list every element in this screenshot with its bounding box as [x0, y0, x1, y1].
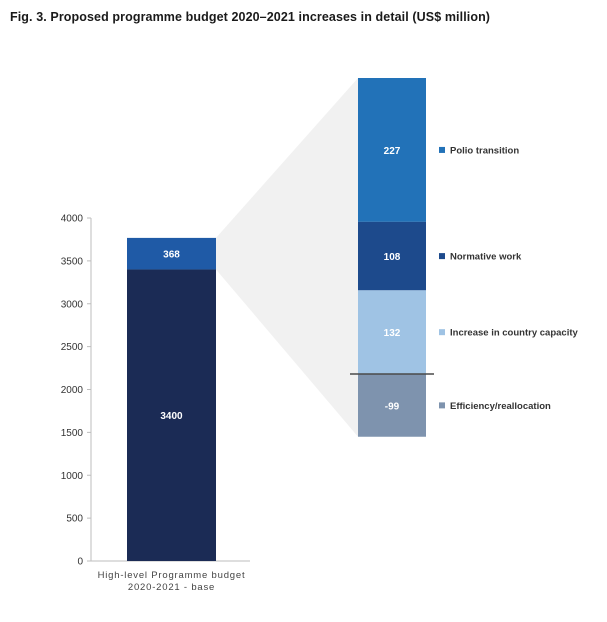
chart-title: Fig. 3. Proposed programme budget 2020–2…	[10, 10, 491, 24]
main-bar-segment	[127, 237, 216, 270]
main-bar-data-label: 368	[163, 250, 180, 261]
breakdown-segment	[358, 374, 426, 437]
legend-entry: Increase in country capacity	[450, 328, 578, 339]
breakdown-data-label: 132	[384, 328, 401, 339]
legend-swatch	[439, 146, 445, 153]
y-axis: 0 500 1000 1500 2000 2500 3000 3500 4000	[61, 214, 250, 568]
main-bar: 3400 368	[127, 237, 216, 561]
y-tick-label: 2000	[61, 385, 84, 396]
y-tick-label: 0	[77, 557, 83, 568]
x-category-label-line: 2020-2021 - base	[128, 582, 215, 593]
legend-entry: Polio transition	[450, 145, 519, 156]
legend-entry: Normative work	[450, 252, 522, 263]
breakdown-segment	[358, 78, 426, 222]
main-bar-segment	[127, 269, 216, 561]
zoom-connector-shape	[216, 78, 358, 437]
legend-entry: Efficiency/reallocation	[450, 401, 551, 412]
breakdown-data-label: 108	[384, 252, 401, 263]
legend: Polio transition Normative work Increase i…	[439, 145, 578, 412]
y-tick-label: 3500	[61, 256, 84, 267]
y-tick-label: 3000	[61, 299, 84, 310]
y-tick-label: 4000	[61, 214, 84, 225]
breakdown-data-label: -99	[385, 401, 400, 412]
legend-swatch	[439, 253, 445, 260]
breakdown-segment	[358, 290, 426, 374]
zoom-connector	[216, 78, 358, 437]
breakdown-bar: 227 108 132 -99	[350, 78, 434, 437]
breakdown-segment	[358, 221, 426, 291]
y-tick-label: 2500	[61, 342, 84, 353]
breakdown-data-label: 227	[384, 146, 401, 157]
legend-swatch	[439, 329, 445, 336]
x-category-label-line: High-level Programme budget	[98, 570, 246, 581]
y-tick-label: 500	[66, 514, 83, 525]
y-tick-label: 1000	[61, 471, 84, 482]
main-bar-data-label: 3400	[160, 411, 183, 422]
y-tick-label: 1500	[61, 428, 84, 439]
legend-swatch	[439, 402, 445, 409]
